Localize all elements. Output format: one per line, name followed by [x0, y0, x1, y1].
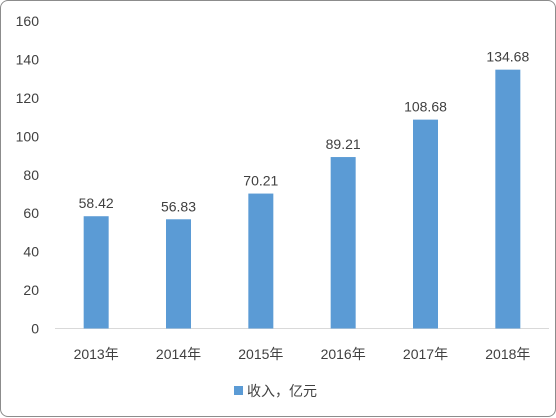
x-axis-ticks: 2013年 2014年 2015年 2016年 2017年 2018年 [74, 346, 531, 362]
bars-group [83, 69, 521, 329]
y-tick-label: 80 [23, 167, 39, 183]
data-label: 58.42 [79, 195, 114, 211]
x-tick-label: 2016年 [321, 346, 366, 362]
data-label: 108.68 [404, 99, 447, 115]
x-tick-label: 2017年 [403, 346, 448, 362]
x-tick-label: 2015年 [238, 346, 283, 362]
bar-2018 [495, 69, 521, 329]
y-tick-label: 60 [23, 205, 39, 221]
bar-2017 [413, 119, 438, 329]
data-label: 56.83 [161, 198, 196, 214]
bar-2015 [248, 193, 274, 329]
data-label: 134.68 [486, 49, 529, 65]
bar-2013 [83, 216, 109, 329]
y-tick-label: 20 [23, 282, 39, 298]
y-axis-ticks: 0 20 40 60 80 100 120 140 160 [16, 13, 40, 337]
y-tick-label: 140 [16, 51, 40, 67]
data-labels-group: 58.42 56.83 70.21 89.21 108.68 134.68 [79, 49, 530, 215]
y-tick-label: 120 [16, 90, 40, 106]
y-tick-label: 0 [31, 321, 39, 337]
legend-label: 收入，亿元 [247, 384, 317, 400]
x-tick-label: 2018年 [485, 346, 530, 362]
legend-swatch [234, 386, 243, 395]
data-label: 89.21 [326, 136, 361, 152]
x-tick-label: 2013年 [74, 346, 119, 362]
legend: 收入，亿元 [234, 384, 317, 400]
data-label: 70.21 [243, 173, 278, 189]
bar-2016 [330, 157, 356, 329]
y-tick-label: 40 [23, 244, 39, 260]
y-tick-label: 100 [16, 128, 40, 144]
bar-2014 [166, 219, 191, 329]
x-tick-label: 2014年 [156, 346, 201, 362]
y-tick-label: 160 [16, 13, 40, 29]
